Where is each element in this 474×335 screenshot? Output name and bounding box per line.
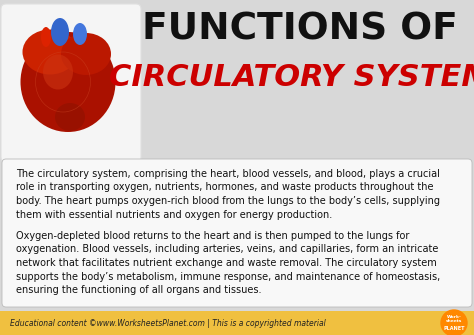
Circle shape bbox=[441, 310, 467, 335]
Ellipse shape bbox=[20, 32, 116, 132]
Text: them with essential nutrients and oxygen for energy production.: them with essential nutrients and oxygen… bbox=[16, 209, 332, 219]
Text: body. The heart pumps oxygen-rich blood from the lungs to the body’s cells, supp: body. The heart pumps oxygen-rich blood … bbox=[16, 196, 440, 206]
Text: FUNCTIONS OF: FUNCTIONS OF bbox=[142, 11, 458, 47]
Text: CIRCULATORY SYSTEM: CIRCULATORY SYSTEM bbox=[109, 63, 474, 91]
Ellipse shape bbox=[73, 23, 87, 45]
Bar bbox=[0, 0, 474, 160]
Text: oxygenation. Blood vessels, including arteries, veins, and capillaries, form an : oxygenation. Blood vessels, including ar… bbox=[16, 245, 438, 255]
FancyBboxPatch shape bbox=[1, 4, 141, 162]
Ellipse shape bbox=[41, 27, 51, 47]
FancyBboxPatch shape bbox=[2, 159, 472, 307]
Text: The circulatory system, comprising the heart, blood vessels, and blood, plays a : The circulatory system, comprising the h… bbox=[16, 169, 440, 179]
Text: Work-
sheets: Work- sheets bbox=[446, 315, 462, 323]
Ellipse shape bbox=[43, 55, 73, 89]
Text: role in transporting oxygen, nutrients, hormones, and waste products throughout : role in transporting oxygen, nutrients, … bbox=[16, 183, 434, 193]
Text: network that facilitates nutrient exchange and waste removal. The circulatory sy: network that facilitates nutrient exchan… bbox=[16, 258, 437, 268]
Ellipse shape bbox=[51, 18, 69, 46]
Bar bbox=[0, 311, 474, 335]
Text: supports the body’s metabolism, immune response, and maintenance of homeostasis,: supports the body’s metabolism, immune r… bbox=[16, 271, 440, 281]
Text: PLANET: PLANET bbox=[443, 326, 465, 331]
Ellipse shape bbox=[55, 103, 85, 131]
Ellipse shape bbox=[61, 33, 111, 75]
Ellipse shape bbox=[22, 29, 78, 74]
Text: Educational content ©www.WorksheetsPlanet.com | This is a copyrighted material: Educational content ©www.WorksheetsPlane… bbox=[10, 319, 326, 328]
Text: ensuring the functioning of all organs and tissues.: ensuring the functioning of all organs a… bbox=[16, 285, 262, 295]
Text: Oxygen-depleted blood returns to the heart and is then pumped to the lungs for: Oxygen-depleted blood returns to the hea… bbox=[16, 231, 410, 241]
